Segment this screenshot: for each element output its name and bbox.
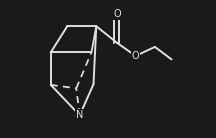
Text: N: N	[76, 110, 83, 120]
Text: O: O	[113, 9, 121, 19]
Text: O: O	[132, 51, 139, 61]
